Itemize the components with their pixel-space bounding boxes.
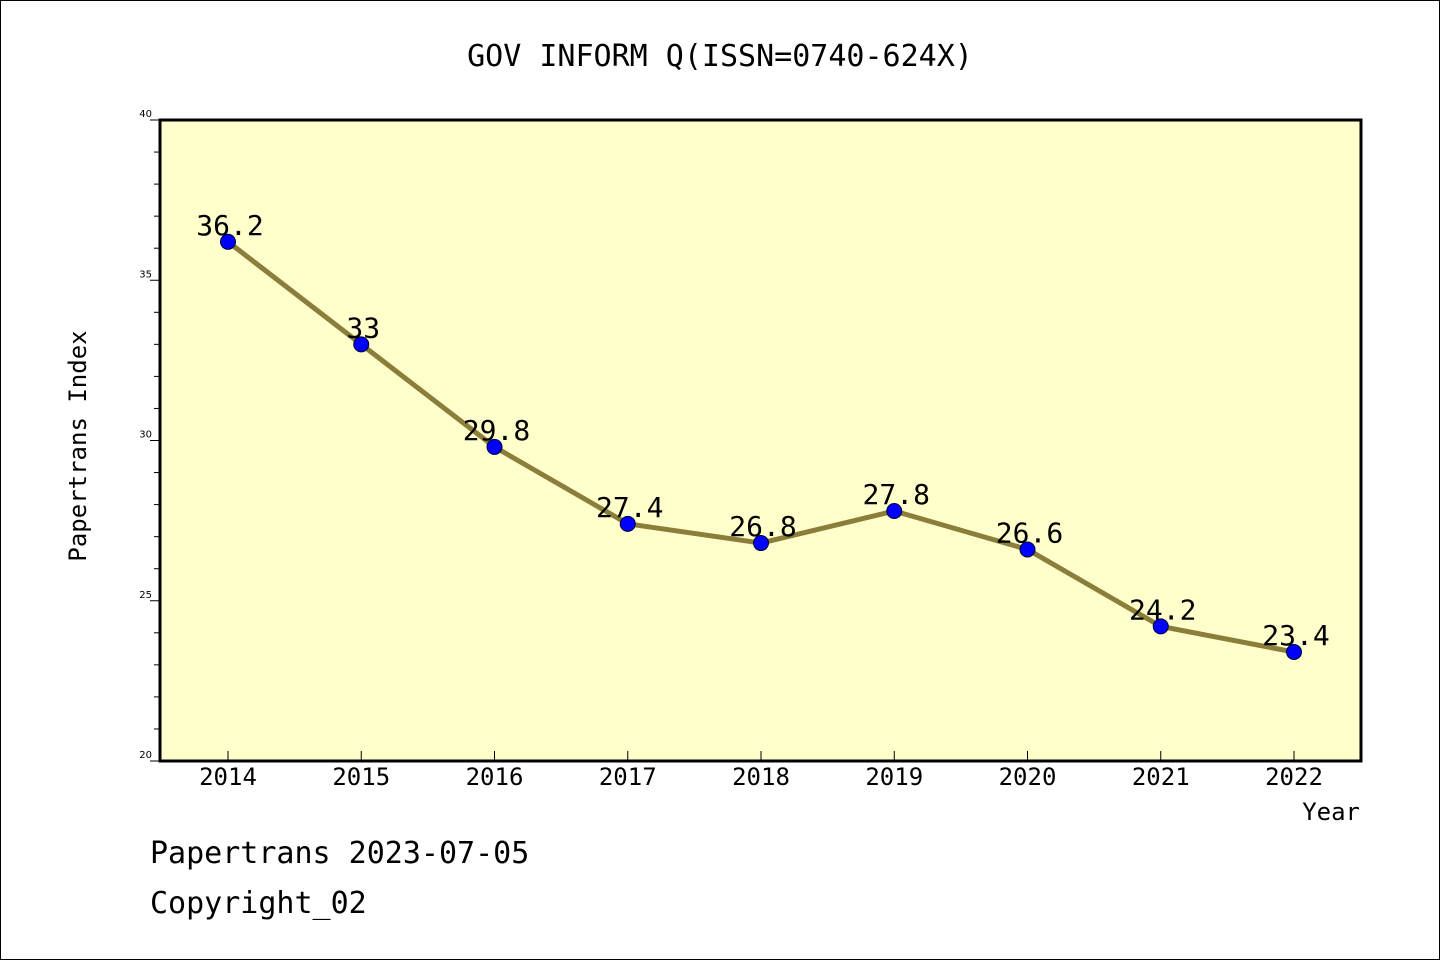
data-label: 23.4 — [1262, 619, 1329, 652]
y-axis-label: Papertrans Index — [64, 330, 92, 561]
x-tick-label: 2014 — [199, 763, 257, 791]
y-tick-label: 30 — [139, 430, 152, 441]
plot-area — [158, 118, 1363, 763]
data-point — [753, 535, 769, 552]
data-label: 29.8 — [463, 414, 530, 447]
x-tick-label: 2018 — [732, 763, 790, 791]
data-point — [1152, 618, 1169, 635]
y-tick-label: 35 — [139, 269, 152, 280]
data-point — [886, 503, 903, 520]
x-tick-label: 2019 — [865, 763, 923, 791]
series: 36.2 33 29.8 27.4 26.8 27.8 26.6 24.2 23.4 — [196, 209, 1330, 661]
x-tick-label: 2016 — [466, 763, 524, 791]
x-tick-label: 2022 — [1265, 763, 1323, 791]
y-tick-label: 40 — [139, 109, 152, 120]
data-point — [353, 336, 370, 353]
x-tick-label: 2017 — [599, 763, 657, 791]
data-point — [486, 438, 503, 455]
y-tick-label: 20 — [139, 750, 152, 761]
footer-date: Papertrans 2023-07-05 — [150, 836, 530, 871]
data-label: 36.2 — [196, 209, 263, 242]
data-label: 27.4 — [596, 491, 663, 524]
x-axis-label: Year — [1302, 798, 1360, 826]
data-point — [220, 233, 236, 250]
x-tick-label: 2020 — [999, 763, 1057, 791]
y-axis-ticks: 20 25 30 35 40 — [139, 109, 160, 762]
y-tick-label: 25 — [139, 590, 152, 601]
chart-title: GOV INFORM Q(ISSN=0740-624X) — [467, 39, 973, 74]
x-axis-ticks: 2014 2015 2016 2017 2018 2019 2020 2021 2022 — [199, 751, 1323, 791]
data-label: 26.8 — [729, 510, 796, 543]
data-label: 26.6 — [996, 516, 1063, 549]
footer-copyright: Copyright_02 — [150, 886, 367, 921]
data-point — [1286, 644, 1302, 661]
data-point — [1019, 541, 1036, 558]
x-tick-label: 2015 — [332, 763, 390, 791]
data-point — [619, 515, 636, 532]
data-label: 33 — [346, 311, 380, 344]
data-label: 27.8 — [863, 478, 930, 511]
x-tick-label: 2021 — [1132, 763, 1190, 791]
data-label: 24.2 — [1129, 593, 1196, 626]
